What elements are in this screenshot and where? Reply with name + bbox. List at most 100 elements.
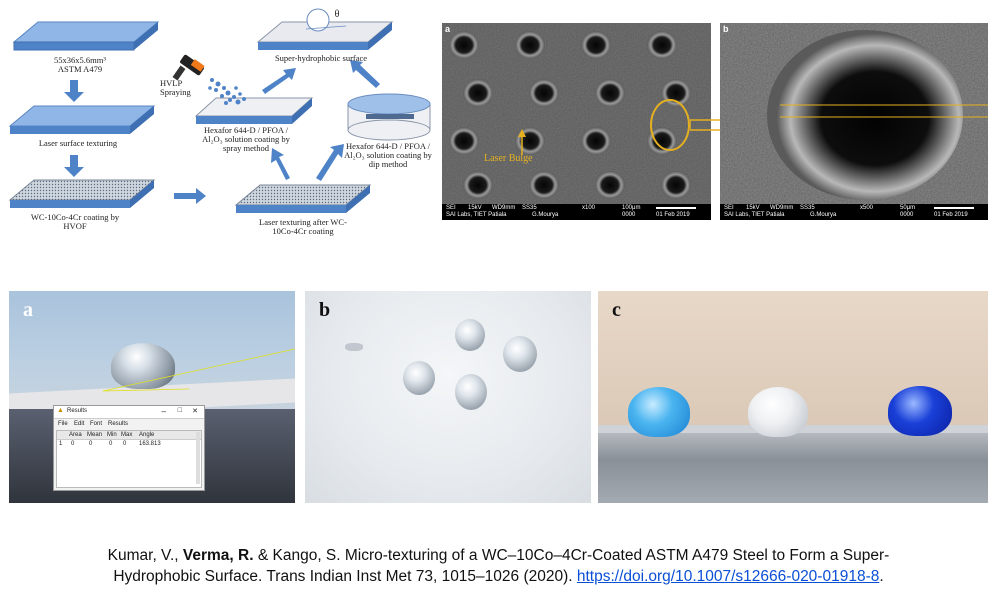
doi-link[interactable]: https://doi.org/10.1007/s12666-020-01918…: [576, 568, 880, 585]
spray-method-label: Hexafor 644-D / PFOA / Al₂O₃ solution co…: [202, 125, 290, 153]
specimen-block: [598, 431, 988, 503]
droplet-2: [503, 336, 537, 372]
cell-angle: 163.813: [139, 441, 161, 447]
sem-a-mode: SEI: [446, 205, 456, 211]
cell-index: 1: [59, 441, 63, 447]
sem-b-kv: 15kV: [746, 205, 760, 211]
laser-pit: [595, 171, 625, 199]
menu-edit[interactable]: Edit: [74, 421, 85, 427]
results-header-row: Area Mean Min Max Angle: [57, 431, 201, 440]
sem-b-databar: SEI 15kV WD9mm SS35 x500 50μm SAI Labs, …: [720, 204, 988, 220]
sem-a-mag: x100: [582, 205, 596, 211]
process-flowchart: 55x36x5.6mm³ ASTM A479 Laser surface tex…: [0, 0, 440, 270]
photo-a-letter: a: [23, 299, 33, 321]
laser-pit: [515, 31, 545, 59]
substrate-plate: [12, 21, 160, 51]
laser-pit: [529, 171, 559, 199]
droplet-1: [455, 319, 485, 351]
sem-b-texture: [720, 23, 988, 204]
menu-results[interactable]: Results: [108, 421, 129, 427]
laser-pit: [661, 171, 691, 199]
cell-max: 0: [123, 441, 127, 447]
menu-font[interactable]: Font: [90, 421, 103, 427]
citation-line-1: Kumar, V., Verma, R. & Kango, S. Micro-t…: [0, 545, 997, 566]
arrow-up-right: [316, 144, 344, 181]
sem-b-scale: 50μm: [900, 205, 916, 211]
sem-a-letter: a: [445, 24, 451, 34]
tangent-lines: [102, 348, 295, 392]
sem-a-wd: WD9mm: [492, 205, 516, 211]
header-max: Max: [121, 432, 133, 438]
laser-pit: [647, 31, 677, 59]
droplet-3: [403, 361, 435, 395]
results-titlebar: ▲ Results – □ ✕: [54, 406, 204, 419]
photo-c-letter: c: [612, 299, 621, 321]
cell-mean: 0: [89, 441, 93, 447]
sem-a-ss: SS35: [522, 205, 537, 211]
spray-coated-plate: [194, 97, 314, 124]
laser-texturing-label: Laser surface texturing: [38, 138, 118, 148]
cell-area: 0: [71, 441, 75, 447]
sem-b-wd: WD9mm: [770, 205, 794, 211]
results-scrollbar[interactable]: [196, 432, 200, 484]
header-area: Area: [69, 432, 82, 438]
sem-b-operator: G.Mourya: [810, 212, 837, 218]
results-title: Results: [67, 408, 88, 414]
droplet-4: [455, 374, 487, 410]
superhydrophobic-plate: [256, 8, 394, 50]
sem-b-lab: SAI Labs, TIET Patiala: [724, 212, 785, 218]
sem-a-operator: G.Mourya: [532, 212, 559, 218]
textured-coated-plate: [234, 184, 372, 213]
laser-pit: [463, 171, 493, 199]
citation-authors-start: Kumar, V.,: [107, 547, 183, 564]
superhydrophobic-label: Super-hydrophobic surface: [274, 53, 368, 63]
blue-droplet-dark: [888, 386, 952, 436]
laser-pit: [595, 79, 625, 107]
arrow-spray-up: [262, 68, 296, 94]
theta-label: θ: [334, 9, 340, 20]
citation-end: .: [879, 568, 884, 585]
sem-a-databar: SEI 15kV WD9mm SS35 x100 100μm SAI Labs,…: [442, 204, 711, 220]
laser-pit: [581, 127, 611, 155]
sem-image-a: a Laser Bulge SEI 15kV WD9mm SS35 x100 1…: [442, 23, 711, 220]
laser-pit: [647, 127, 677, 155]
sem-b-code: 0000: [900, 212, 914, 218]
laser-pit: [463, 79, 493, 107]
dip-method-label: Hexafor 644-D / PFOA / Al₂O₃ solution co…: [344, 141, 432, 169]
arrow-down-2: [64, 155, 84, 177]
arrow-up-left: [271, 148, 290, 180]
header-min: Min: [107, 432, 117, 438]
sem-image-b: b SEI 15kV WD9mm SS35 x500 50μm SAI Labs…: [720, 23, 988, 220]
laser-pit: [515, 127, 545, 155]
sem-a-scalebar: [656, 207, 696, 209]
results-window: ▲ Results – □ ✕ File Edit Font Results A…: [53, 405, 205, 491]
coated-plate: [8, 179, 156, 208]
citation-bold-author: Verma, R.: [182, 547, 254, 564]
close-button[interactable]: ✕: [192, 408, 198, 415]
highlight-ellipse: [650, 99, 690, 151]
blue-droplet-light: [628, 387, 690, 437]
laser-after-coating-label: Laser texturing after WC- 10Co-4Cr coati…: [259, 217, 347, 236]
dip-beaker: [347, 93, 431, 141]
laser-pit: [661, 79, 691, 107]
citation: Kumar, V., Verma, R. & Kango, S. Micro-t…: [0, 545, 997, 587]
laser-pit: [581, 31, 611, 59]
minimize-button[interactable]: –: [161, 407, 166, 416]
laser-pit: [529, 79, 559, 107]
sem-a-texture: [442, 23, 711, 204]
laser-textured-plate: [8, 105, 156, 134]
clear-droplet: [748, 387, 808, 437]
arrow-right: [174, 188, 206, 204]
laser-bulge-label: Laser Bulge: [484, 153, 533, 164]
results-table: Area Mean Min Max Angle 1 0 0 0 0 163.81…: [56, 430, 202, 488]
sem-b-scalebar: [934, 207, 974, 209]
citation-journal: Hydrophobic Surface. Trans Indian Inst M…: [113, 568, 577, 585]
sem-a-code: 0000: [622, 212, 636, 218]
menu-file[interactable]: File: [58, 421, 68, 427]
spray-droplets: [208, 78, 246, 105]
laser-pit: [449, 127, 479, 155]
photo-a-contact-angle: a ▲ Results – □ ✕ File Edit Font Results…: [9, 291, 295, 503]
maximize-button[interactable]: □: [177, 407, 182, 414]
results-app-icon: ▲: [57, 407, 64, 414]
arrow-down-1: [64, 80, 84, 102]
